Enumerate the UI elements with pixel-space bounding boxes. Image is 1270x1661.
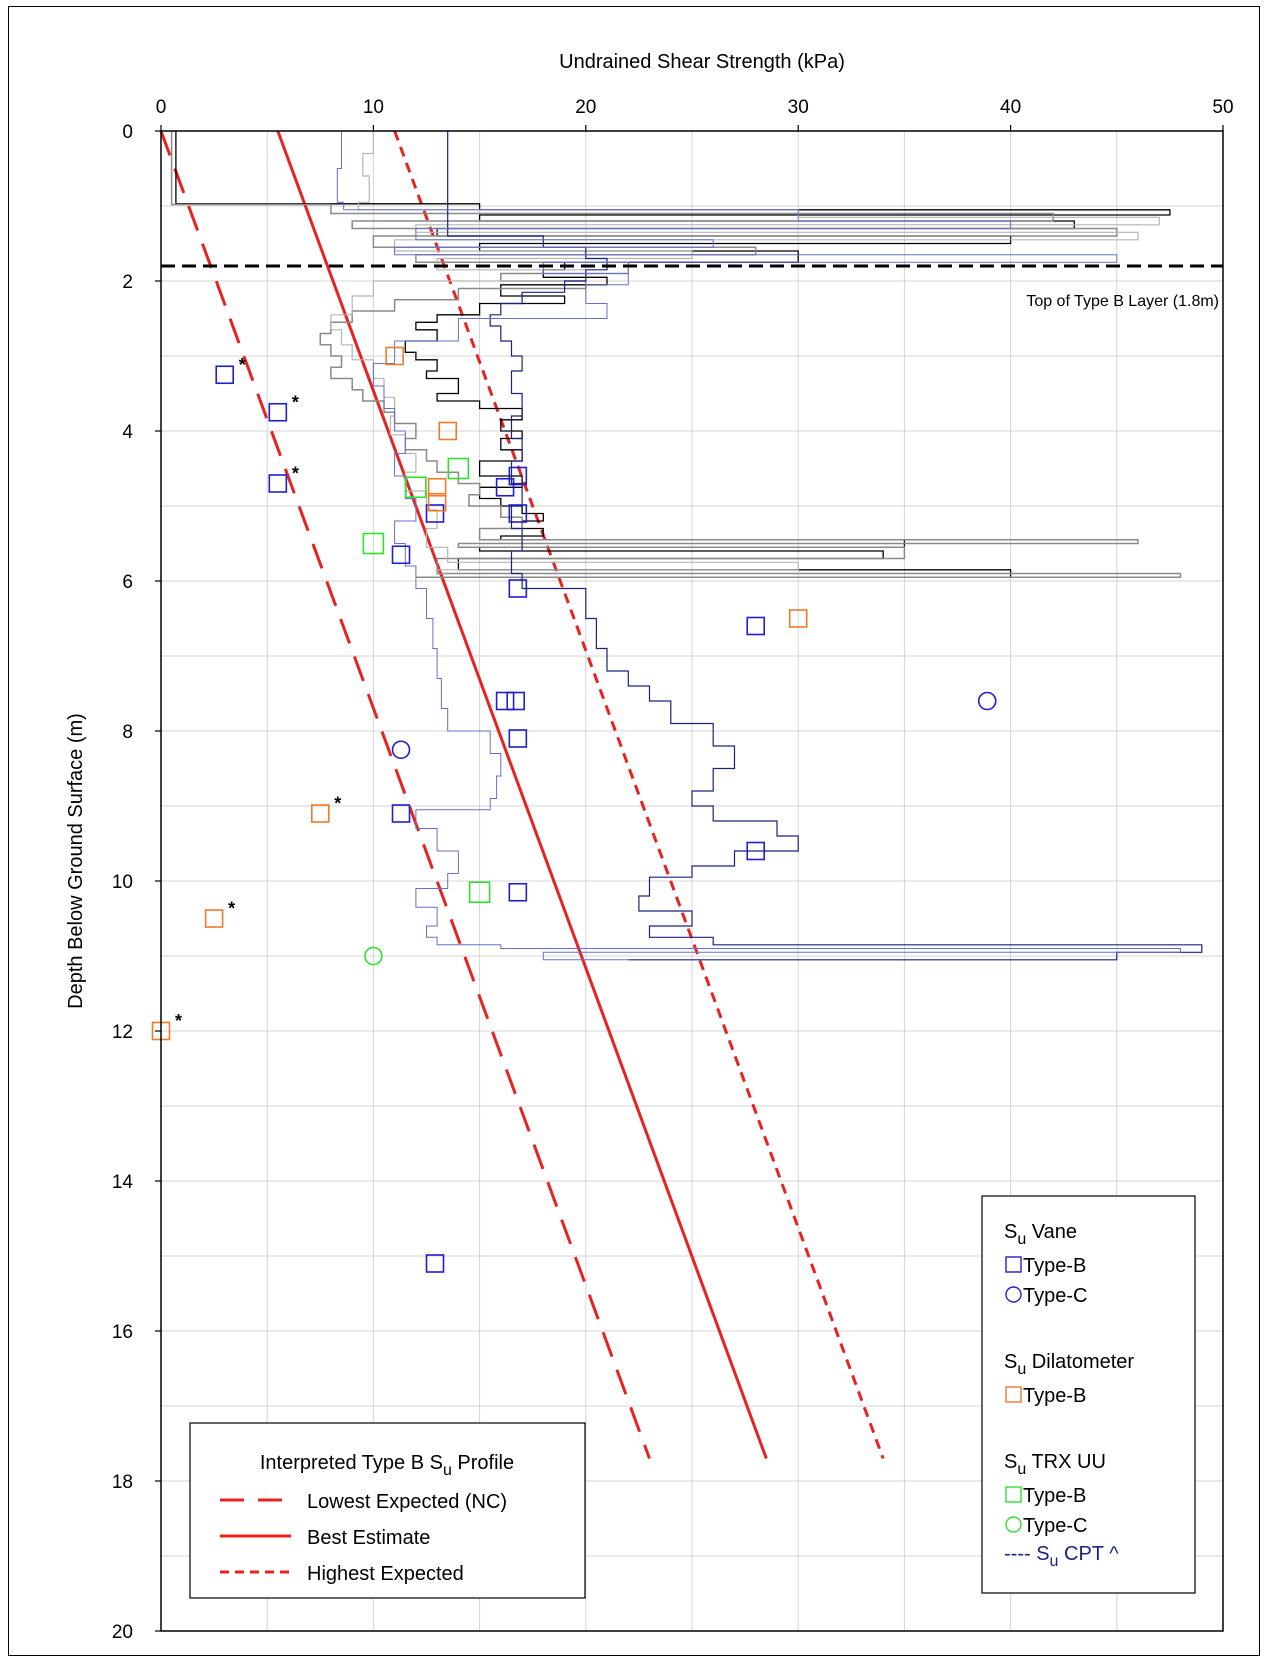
cpt-trace-line — [336, 131, 1181, 961]
legend-profile-label: Highest Expected — [307, 1563, 464, 1585]
cpt-trace-line — [447, 131, 1203, 961]
legend-entry-label: Type-C — [1023, 1515, 1087, 1537]
legend-entry-label: Type-B — [1023, 1255, 1086, 1277]
cpt-trace-line — [330, 131, 1160, 571]
profile-line — [276, 130, 768, 1460]
flag-asterisk: * — [228, 899, 235, 919]
cpt-trace-line — [175, 131, 1171, 578]
x-tick-label: 30 — [788, 97, 809, 118]
cpt-trace-line — [170, 131, 1182, 579]
y-tick-label: 8 — [122, 722, 133, 743]
data-point-square — [508, 504, 528, 523]
chart-frame — [8, 6, 1260, 1656]
data-point-square — [508, 466, 528, 486]
data-point-square — [788, 609, 808, 628]
flag-asterisk: * — [292, 464, 299, 484]
legend-group-title: Su Vane — [1004, 1221, 1077, 1248]
data-point-square — [310, 804, 330, 823]
y-tick-label: 14 — [112, 1172, 134, 1193]
x-tick-label: 50 — [1212, 97, 1233, 118]
data-point-square — [495, 691, 515, 711]
data-point-square — [495, 477, 515, 497]
data-point-square — [425, 504, 445, 523]
legend-marker-square — [1005, 1486, 1022, 1503]
x-tick-label: 0 — [156, 97, 167, 118]
flag-asterisk: * — [239, 355, 246, 375]
data-point-square — [508, 882, 528, 902]
top-of-layer-marker: Top of Type B Layer (1.8m) — [161, 264, 1223, 310]
legend-cpt-label: ---- Su CPT ^ — [1004, 1543, 1119, 1570]
data-point-square — [268, 474, 288, 493]
legend-profile-label: Best Estimate — [307, 1527, 430, 1549]
legend-test-types: Su Vane Type-B Type-C Su Dilatometer Type-B S… — [981, 1195, 1196, 1594]
legend-marker-circle — [1005, 1286, 1022, 1303]
y-tick-label: 18 — [112, 1472, 133, 1493]
data-point-circle — [391, 740, 411, 760]
flag-asterisk: * — [334, 794, 341, 814]
data-point-square — [746, 616, 766, 636]
flag-asterisk: * — [175, 1011, 182, 1031]
data-point-square — [468, 881, 491, 904]
data-point-circle — [977, 691, 997, 711]
test-points: * * * * * * — [151, 346, 997, 1273]
profile-line — [393, 130, 885, 1460]
y-tick-label: 20 — [112, 1622, 133, 1643]
data-point-square — [506, 691, 526, 711]
data-point-square — [746, 841, 766, 861]
data-point-square — [204, 909, 224, 928]
legend-profile-title: Interpreted Type B Su Profile — [260, 1452, 514, 1479]
legend-entry-label: Type-B — [1023, 1385, 1086, 1407]
data-point-square — [508, 579, 528, 598]
data-point-square — [425, 1254, 445, 1273]
x-tick-label: 20 — [575, 97, 596, 118]
y-tick-label: 12 — [112, 1022, 133, 1043]
y-tick-label: 4 — [122, 422, 133, 443]
data-point-square — [268, 402, 288, 422]
y-tick-label: 6 — [122, 572, 133, 593]
legend-marker-square — [1005, 1386, 1022, 1403]
y-tick-label: 0 — [122, 122, 133, 143]
data-point-square — [385, 346, 404, 366]
legend-entry-label: Type-C — [1023, 1285, 1087, 1307]
x-tick-label: 40 — [1000, 97, 1021, 118]
x-tick-label: 10 — [363, 97, 384, 118]
data-point-square — [405, 476, 427, 499]
data-point-square — [508, 729, 528, 748]
profile-line — [159, 130, 651, 1460]
data-point-square — [391, 545, 411, 565]
data-point-square — [427, 477, 447, 497]
data-point-square — [427, 492, 447, 512]
axes: 0 10 20 30 40 50 0 2 4 6 8 10 12 14 16 18 20 Undrained Sh… — [65, 51, 1234, 1643]
legend-group-title: Su Dilatometer — [1004, 1351, 1134, 1378]
legend-marker-square — [1005, 1256, 1022, 1273]
x-axis-title: Undrained Shear Strength (kPa) — [559, 51, 845, 73]
legend-marker-circle — [1005, 1516, 1022, 1533]
legend-entry-label: Type-B — [1023, 1485, 1086, 1507]
legend-profile-label: Lowest Expected (NC) — [307, 1491, 507, 1513]
y-tick-label: 10 — [112, 872, 133, 893]
interpreted-profile-lines — [159, 130, 885, 1460]
legend-right-box — [981, 1195, 1196, 1594]
y-tick-label: 2 — [122, 272, 133, 293]
data-point-square — [362, 532, 385, 555]
top-of-layer-label: Top of Type B Layer (1.8m) — [1026, 293, 1219, 310]
flag-asterisk: * — [292, 392, 299, 412]
legend-group-title: Su TRX UU — [1004, 1451, 1106, 1478]
data-point-square — [215, 365, 235, 385]
legend-left-box — [189, 1422, 586, 1599]
y-tick-label: 16 — [112, 1322, 133, 1343]
data-point-square — [438, 421, 458, 441]
data-point-square — [447, 457, 470, 480]
y-axis-title: Depth Below Ground Surface (m) — [65, 713, 87, 1009]
cpt-traces — [170, 131, 1203, 961]
data-point-square — [391, 804, 411, 823]
legend-interpreted-profile: Interpreted Type B Su Profile Lowest Expe… — [189, 1422, 586, 1599]
data-point-circle — [364, 946, 383, 966]
